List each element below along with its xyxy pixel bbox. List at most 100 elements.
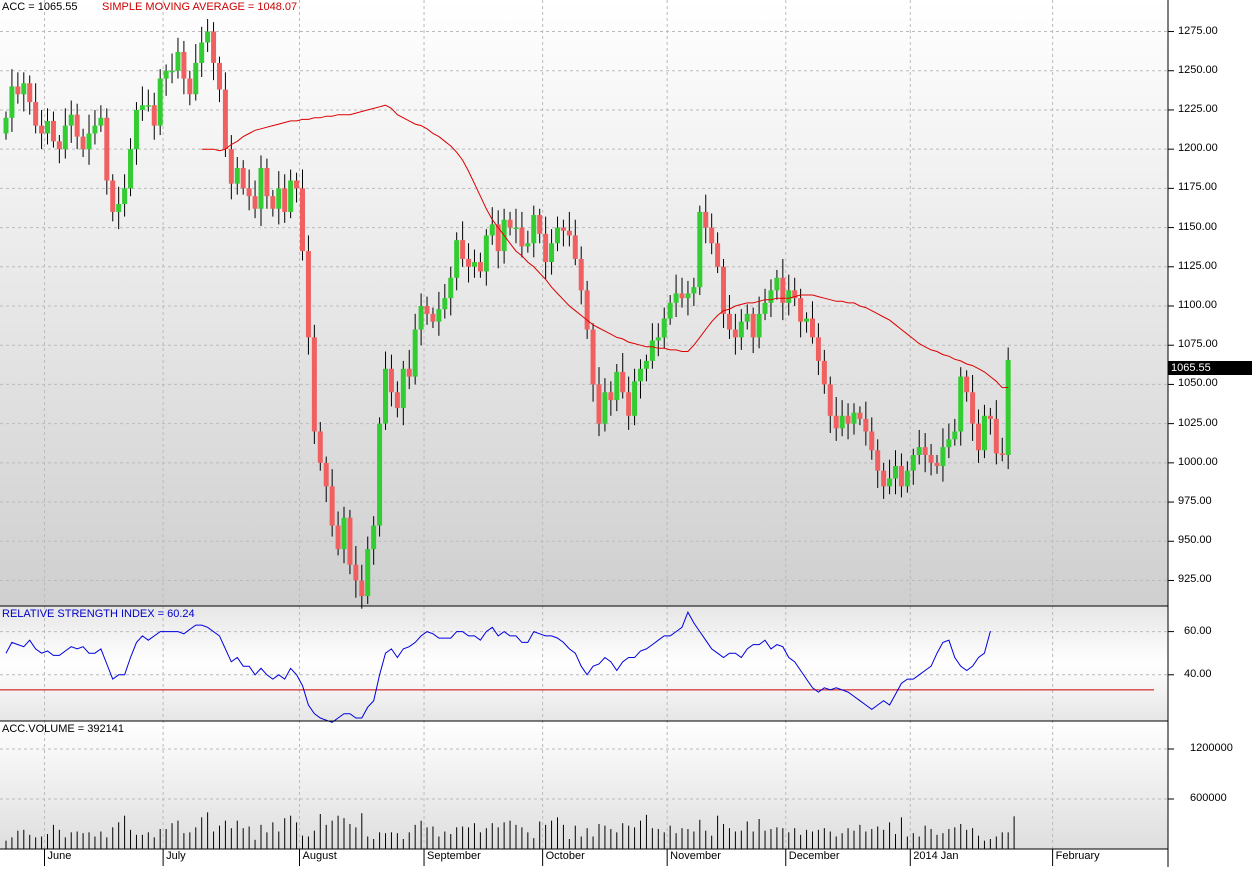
candle-body <box>317 431 323 463</box>
candle-body <box>199 42 205 63</box>
candle-body <box>394 392 400 408</box>
candle-body <box>999 453 1005 455</box>
candle-body <box>240 167 246 189</box>
candle-body <box>691 287 697 294</box>
volume-tick-label: 1200000 <box>1190 742 1233 754</box>
candle-body <box>786 290 792 303</box>
candle-body <box>62 125 68 150</box>
price-tick-label: 1250.00 <box>1178 63 1218 76</box>
candle-body <box>133 109 139 150</box>
candle-body <box>863 418 869 432</box>
candle-body <box>442 298 448 310</box>
candle-body <box>774 277 780 291</box>
price-tick-label: 925.00 <box>1178 573 1212 586</box>
candle-body <box>187 78 193 95</box>
candle-body <box>335 525 341 550</box>
candle-body <box>92 125 98 134</box>
candle-body <box>614 371 620 401</box>
candle-body <box>21 83 27 95</box>
candle-body <box>893 465 898 479</box>
candle-body <box>560 227 566 231</box>
candle-body <box>365 549 371 597</box>
candle-body <box>851 412 857 424</box>
candle-body <box>809 318 815 338</box>
rsi-line <box>5 611 991 723</box>
month-label: 2014 Jan <box>913 850 959 862</box>
price-panel-background <box>0 0 1168 606</box>
candle-body <box>981 415 987 451</box>
candle-body <box>762 302 768 314</box>
candle-body <box>632 381 638 416</box>
month-label: September <box>427 850 481 862</box>
candle-body <box>323 462 329 487</box>
candle-body <box>163 70 169 79</box>
candle-body <box>483 235 489 272</box>
candle-body <box>525 243 531 247</box>
candle-body <box>305 251 311 338</box>
candle-body <box>643 360 649 369</box>
month-label: February <box>1055 850 1100 862</box>
candle-body <box>68 114 74 126</box>
candle-body <box>821 360 827 385</box>
candle-body <box>412 329 418 377</box>
candle-body <box>857 412 863 419</box>
rsi-label: RELATIVE STRENGTH INDEX = 60.24 <box>2 608 195 620</box>
candle-body <box>477 262 483 272</box>
candle-body <box>448 277 454 299</box>
candle-body <box>145 105 151 107</box>
candle-body <box>270 196 276 209</box>
rsi-tick-label: 40.00 <box>1184 667 1212 680</box>
candle-body <box>940 447 946 466</box>
candle-body <box>282 188 288 212</box>
candle-body <box>566 230 572 236</box>
candle-body <box>721 266 727 314</box>
candle-body <box>466 258 472 267</box>
rsi-tick-label: 60.00 <box>1184 624 1212 637</box>
candle-body <box>970 392 976 424</box>
candle-body <box>495 224 501 252</box>
last-price-marker: 1065.55 <box>1168 361 1252 375</box>
candle-body <box>869 431 875 451</box>
candle-body <box>697 211 703 288</box>
candle-body <box>222 89 228 150</box>
candle-body <box>703 211 709 228</box>
candle-body <box>839 415 845 429</box>
candle-body <box>537 215 543 234</box>
candle-body <box>655 337 661 341</box>
candle-body <box>952 431 958 440</box>
candle-body <box>792 290 798 299</box>
candle-body <box>98 117 104 126</box>
candle-body <box>608 392 614 401</box>
price-tick-label: 1050.00 <box>1178 377 1218 390</box>
candle-body <box>353 564 359 581</box>
candle-body <box>898 465 904 487</box>
candle-body <box>667 302 673 319</box>
sma-line <box>201 104 1009 389</box>
candle-body <box>228 149 234 184</box>
month-label: June <box>47 850 72 862</box>
month-label: December <box>788 850 840 862</box>
candle-body <box>531 215 537 244</box>
month-label: July <box>166 850 186 862</box>
candle-body <box>430 313 436 322</box>
candle-body <box>175 51 181 71</box>
price-tick-label: 1100.00 <box>1178 299 1217 311</box>
candle-body <box>116 204 122 212</box>
candle-body <box>377 423 383 526</box>
candle-body <box>596 384 602 424</box>
candle-body <box>252 196 258 209</box>
candle-body <box>300 188 305 252</box>
candle-body <box>454 240 460 278</box>
candle-body <box>661 318 667 338</box>
candle-body <box>388 368 394 393</box>
candle-body <box>193 62 199 95</box>
candle-body <box>181 51 187 79</box>
candle-body <box>964 376 970 393</box>
candle-body <box>341 517 347 550</box>
volume-label: ACC.VOLUME = 392141 <box>2 723 124 735</box>
candle-body <box>987 415 993 419</box>
candle-body <box>993 418 999 454</box>
candle-body <box>549 243 555 263</box>
candle-body <box>157 78 163 126</box>
